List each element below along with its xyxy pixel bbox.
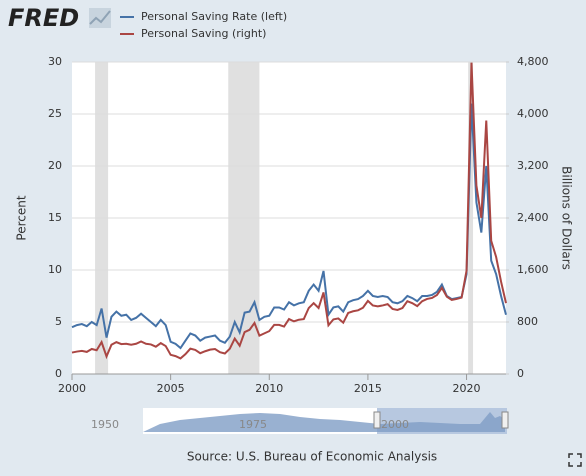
y2-tick-label: 0 bbox=[517, 367, 524, 380]
y-tick-label: 0 bbox=[55, 367, 62, 380]
logo: FRED bbox=[8, 4, 79, 32]
x-tick-label: 2005 bbox=[157, 382, 185, 395]
source: Source: U.S. Bureau of Economic Analysis bbox=[187, 450, 437, 464]
y-axis-title: Percent bbox=[15, 195, 29, 240]
y2-tick-label: 4,000 bbox=[517, 107, 549, 120]
navigator-handle[interactable] bbox=[373, 411, 381, 429]
y-tick-label: 30 bbox=[48, 55, 62, 68]
navigator-label: 2000 bbox=[381, 418, 409, 431]
y-tick-label: 20 bbox=[48, 159, 62, 172]
y2-tick-label: 1,600 bbox=[517, 263, 549, 276]
y2-tick-label: 3,200 bbox=[517, 159, 549, 172]
series-line bbox=[71, 103, 507, 350]
navigator-handle[interactable] bbox=[501, 411, 509, 429]
y2-tick-label: 800 bbox=[517, 315, 538, 328]
y2-axis-title: Billions of Dollars bbox=[560, 166, 574, 270]
logo-icon bbox=[89, 8, 111, 28]
y2-tick-label: 4,800 bbox=[517, 55, 549, 68]
y-tick-label: 25 bbox=[48, 107, 62, 120]
x-tick-label: 2010 bbox=[255, 382, 283, 395]
y-tick-label: 15 bbox=[48, 211, 62, 224]
navigator-label: 1975 bbox=[239, 418, 267, 431]
navigator-label: 1950 bbox=[91, 418, 119, 431]
y2-tick-label: 2,400 bbox=[517, 211, 549, 224]
x-tick-label: 2020 bbox=[453, 382, 481, 395]
legend-label: Personal Saving Rate (left) bbox=[141, 10, 287, 23]
legend-label: Personal Saving (right) bbox=[141, 27, 266, 40]
series-line bbox=[71, 62, 507, 360]
y-tick-label: 10 bbox=[48, 263, 62, 276]
fullscreen-icon[interactable] bbox=[568, 453, 582, 467]
navigator-series bbox=[143, 412, 505, 432]
x-tick-label: 2000 bbox=[58, 382, 86, 395]
x-tick-label: 2015 bbox=[354, 382, 382, 395]
y-tick-label: 5 bbox=[55, 315, 62, 328]
